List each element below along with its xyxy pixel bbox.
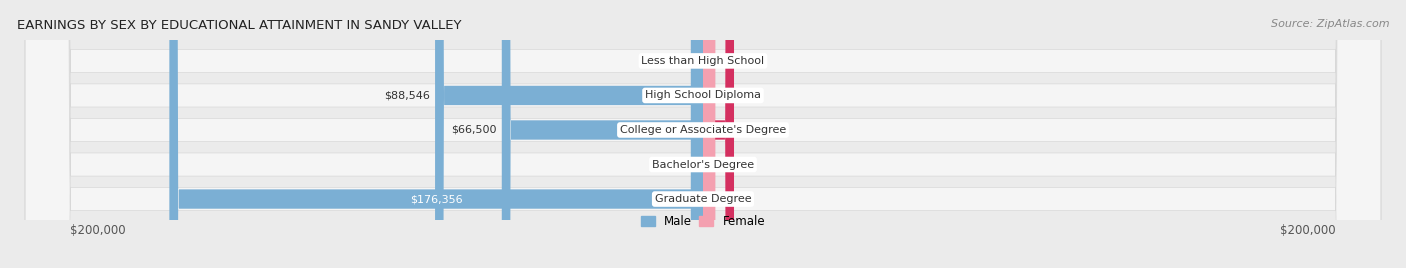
- FancyBboxPatch shape: [25, 0, 1381, 268]
- FancyBboxPatch shape: [169, 0, 703, 268]
- FancyBboxPatch shape: [25, 0, 1381, 268]
- Text: $0: $0: [720, 56, 734, 66]
- FancyBboxPatch shape: [502, 0, 703, 268]
- Text: Graduate Degree: Graduate Degree: [655, 194, 751, 204]
- Text: High School Diploma: High School Diploma: [645, 90, 761, 100]
- Text: $0: $0: [720, 159, 734, 170]
- FancyBboxPatch shape: [690, 0, 703, 268]
- Text: EARNINGS BY SEX BY EDUCATIONAL ATTAINMENT IN SANDY VALLEY: EARNINGS BY SEX BY EDUCATIONAL ATTAINMEN…: [17, 19, 461, 32]
- Text: Bachelor's Degree: Bachelor's Degree: [652, 159, 754, 170]
- Text: $88,546: $88,546: [384, 90, 430, 100]
- Text: $0: $0: [720, 194, 734, 204]
- Text: $0: $0: [672, 56, 686, 66]
- FancyBboxPatch shape: [434, 0, 703, 268]
- FancyBboxPatch shape: [690, 0, 703, 268]
- FancyBboxPatch shape: [703, 0, 716, 268]
- Text: College or Associate's Degree: College or Associate's Degree: [620, 125, 786, 135]
- Text: $10,250: $10,250: [740, 125, 785, 135]
- Text: $0: $0: [672, 159, 686, 170]
- FancyBboxPatch shape: [25, 0, 1381, 268]
- Legend: Male, Female: Male, Female: [641, 215, 765, 228]
- FancyBboxPatch shape: [703, 0, 716, 268]
- Text: $66,500: $66,500: [451, 125, 496, 135]
- FancyBboxPatch shape: [25, 0, 1381, 268]
- Text: Source: ZipAtlas.com: Source: ZipAtlas.com: [1271, 19, 1389, 29]
- FancyBboxPatch shape: [25, 0, 1381, 268]
- Text: $0: $0: [720, 90, 734, 100]
- FancyBboxPatch shape: [703, 0, 734, 268]
- FancyBboxPatch shape: [703, 0, 716, 268]
- Text: $176,356: $176,356: [411, 194, 463, 204]
- FancyBboxPatch shape: [703, 0, 716, 268]
- Text: Less than High School: Less than High School: [641, 56, 765, 66]
